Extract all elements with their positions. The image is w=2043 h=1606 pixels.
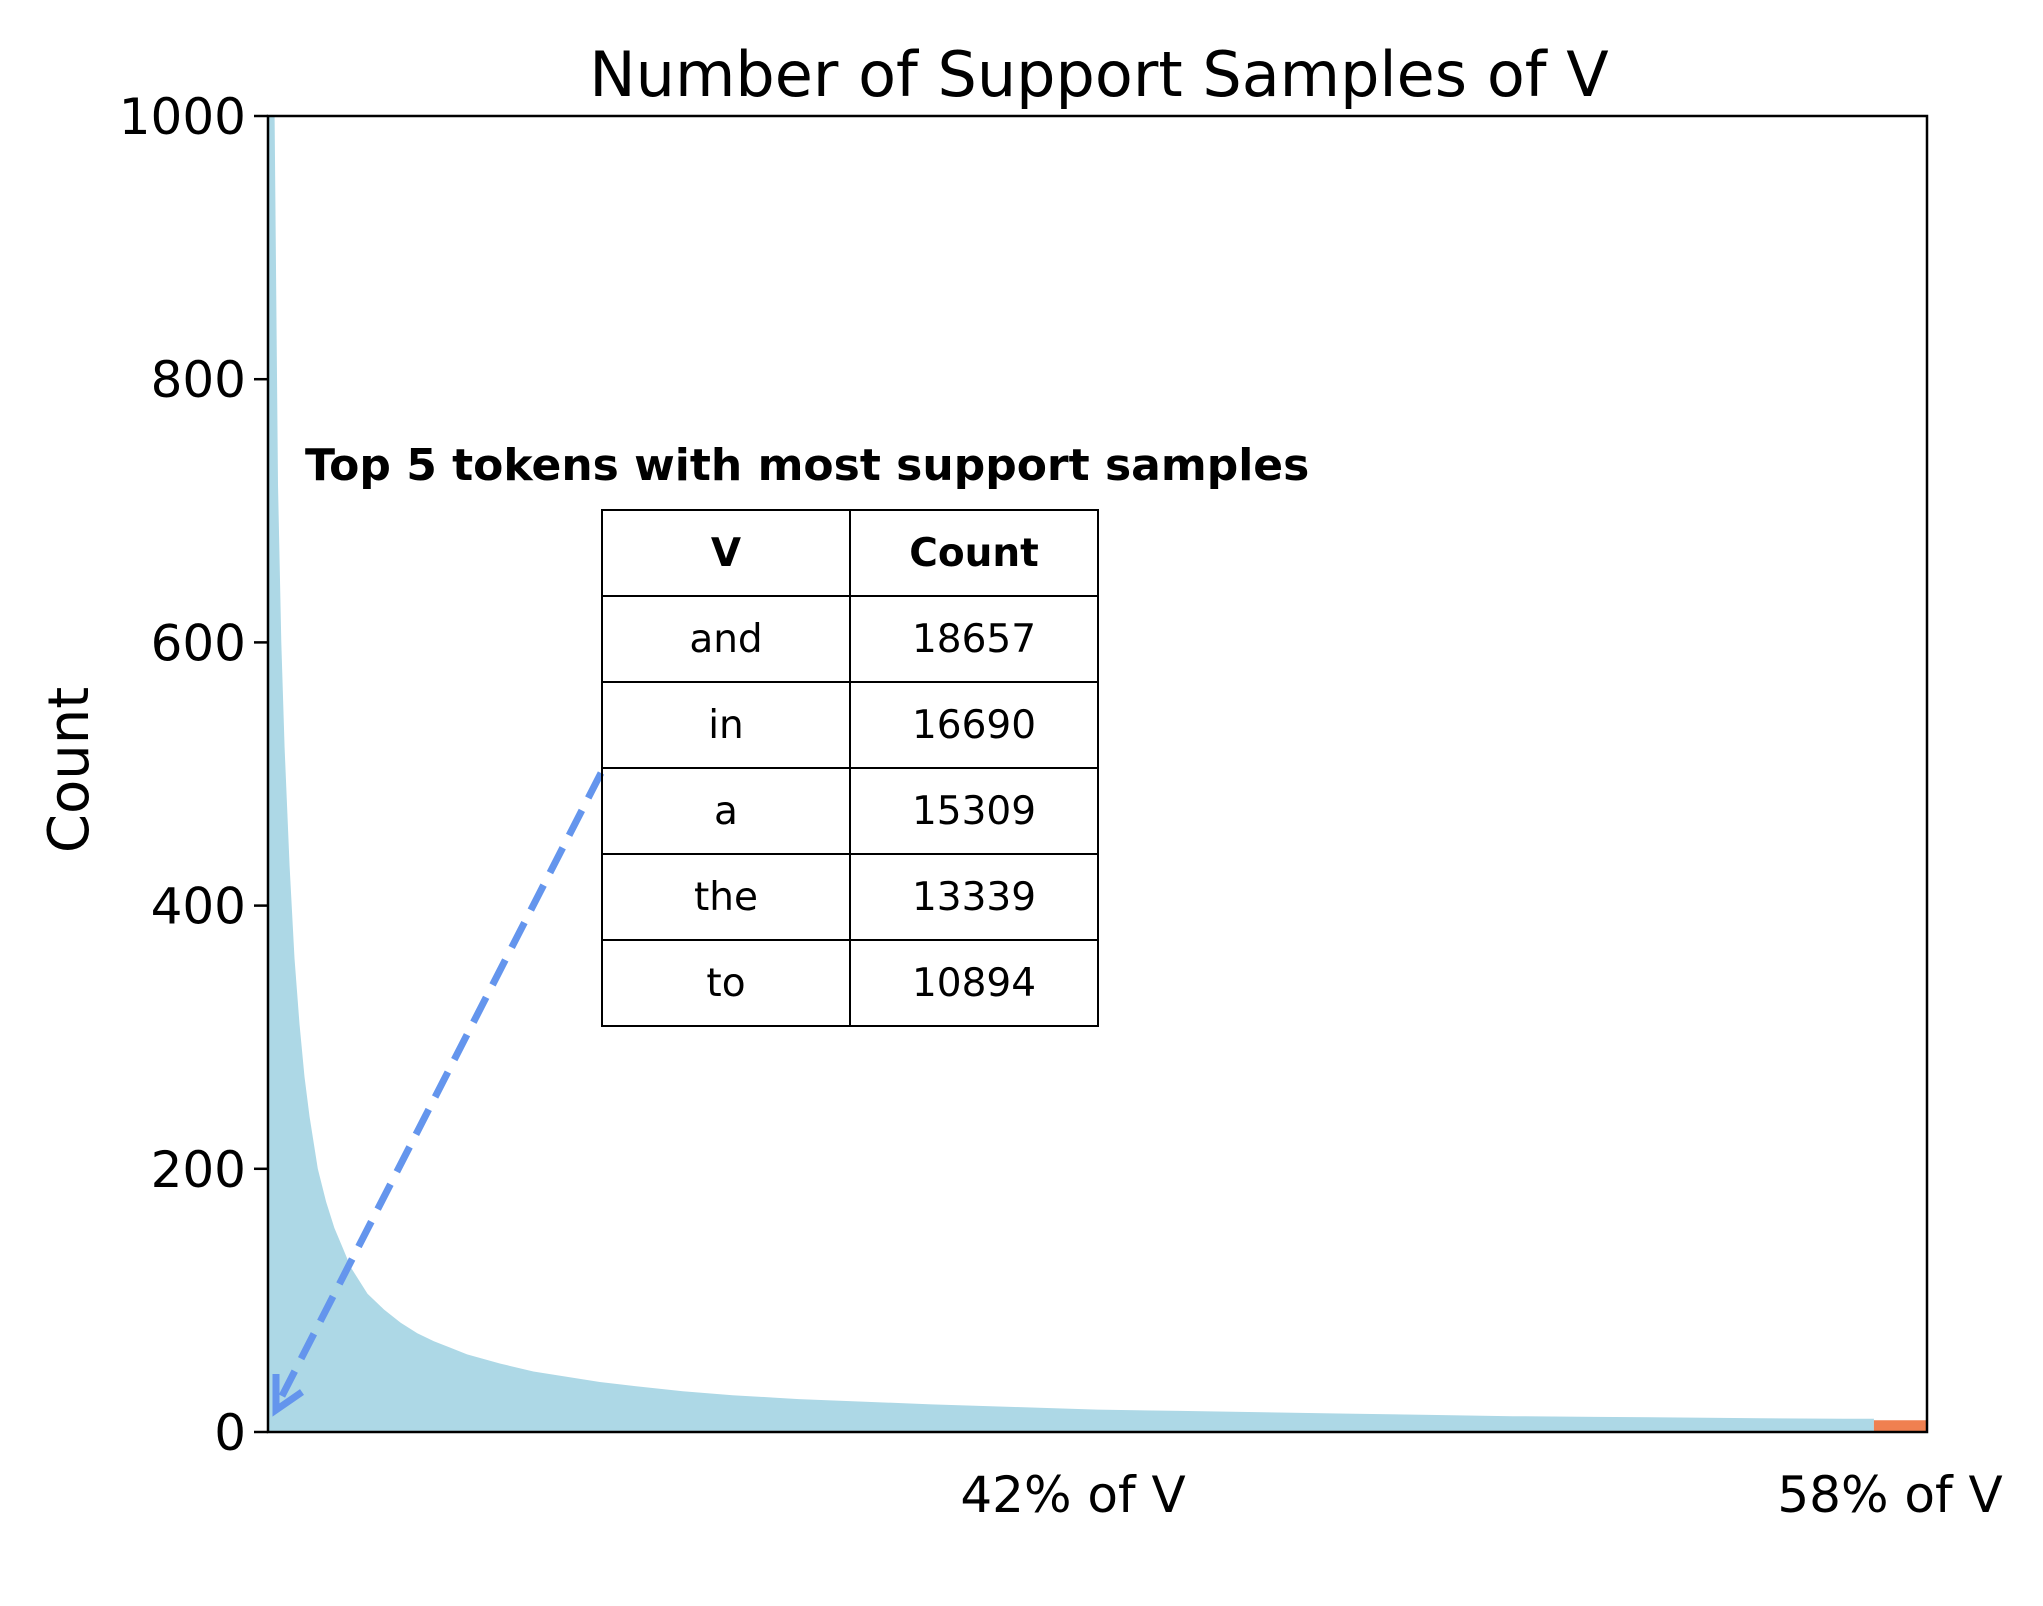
y-axis-label: Count <box>37 687 102 853</box>
table-row: to 10894 <box>601 939 1099 1027</box>
y-tick-label: 600 <box>151 614 246 672</box>
label-42-percent: 42% of V <box>960 1466 1185 1524</box>
table-row: in 16690 <box>601 681 1099 769</box>
plot-frame <box>266 114 1929 1434</box>
label-58-percent: 58% of V <box>1777 1466 2002 1524</box>
table-row: a 15309 <box>601 767 1099 855</box>
token-cell: the <box>601 853 851 941</box>
series-area-1 <box>1873 1420 1927 1432</box>
y-tick-label: 0 <box>214 1404 246 1462</box>
column-header-v: V <box>601 509 851 597</box>
count-cell: 15309 <box>849 767 1099 855</box>
count-cell: 13339 <box>849 853 1099 941</box>
inset-title: Top 5 tokens with most support samples <box>305 440 1310 491</box>
y-tick-label: 400 <box>151 878 246 936</box>
token-cell: and <box>601 595 851 683</box>
table-header-row: V Count <box>601 509 1099 597</box>
token-cell: a <box>601 767 851 855</box>
y-ticks: 0 200 400 600 800 1000 <box>119 88 268 1462</box>
count-cell: 16690 <box>849 681 1099 769</box>
pointer-arrow-line <box>277 771 605 1400</box>
table-row: the 13339 <box>601 853 1099 941</box>
pointer-arrow-head <box>272 1374 304 1417</box>
y-tick-label: 1000 <box>119 88 246 146</box>
area-group <box>268 116 1927 1432</box>
y-tick-label: 200 <box>151 1141 246 1199</box>
token-cell: to <box>601 939 851 1027</box>
count-cell: 10894 <box>849 939 1099 1027</box>
y-tick-label: 800 <box>151 351 246 409</box>
column-header-count: Count <box>849 509 1099 597</box>
count-cell: 18657 <box>849 595 1099 683</box>
table-row: and 18657 <box>601 595 1099 683</box>
chart-title: Number of Support Samples of V <box>589 38 1608 111</box>
top-tokens-table: V Count and 18657 in 16690 a 15309 the 1… <box>601 509 1099 1027</box>
token-cell: in <box>601 681 851 769</box>
